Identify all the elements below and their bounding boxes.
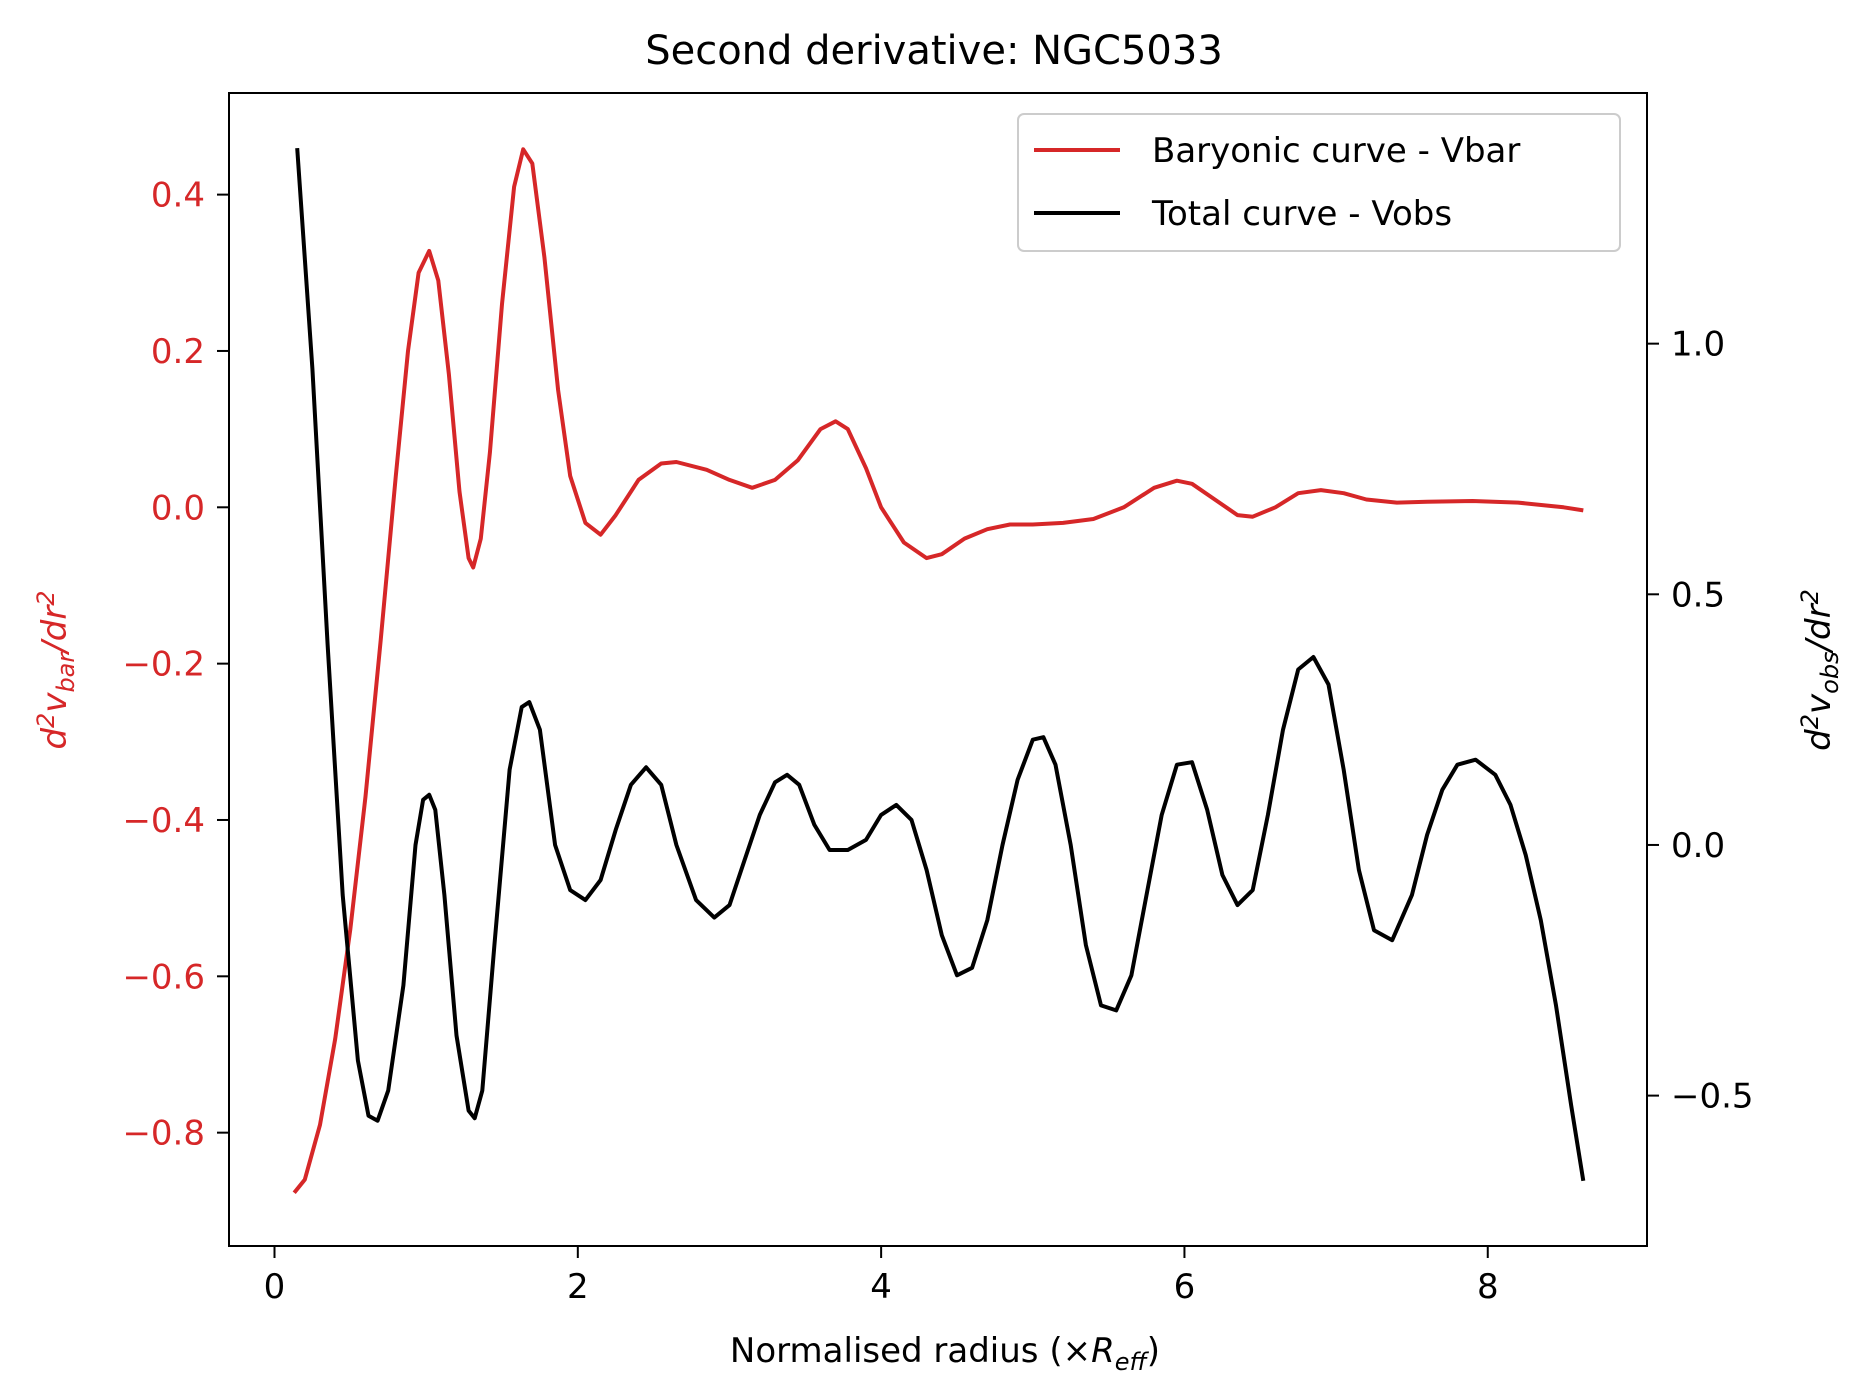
series-layer <box>292 147 1586 1195</box>
y-left-axis-label: d2vbar/dr2 <box>32 590 80 749</box>
y-left-tick-label: 0.0 <box>151 488 205 528</box>
y-right-tick-label: −0.5 <box>1671 1077 1754 1117</box>
y-right-axis-ticks: 1.0 0.5 0.0 −0.5 <box>1647 325 1754 1117</box>
legend-label-vobs: Total curve - Vobs <box>1151 194 1452 234</box>
y-left-tick-label: −0.6 <box>122 957 205 997</box>
x-tick-label: 6 <box>1174 1267 1196 1307</box>
legend-label-vbar: Baryonic curve - Vbar <box>1152 131 1520 171</box>
y-right-tick-label: 0.0 <box>1671 826 1725 866</box>
plot-area <box>228 92 1648 1247</box>
x-tick-label: 2 <box>567 1267 589 1307</box>
legend-box <box>1017 113 1621 252</box>
series-line-vobs <box>295 147 1586 1182</box>
y-left-tick-label: 0.2 <box>151 332 205 372</box>
y-right-axis-label: d2vobs/dr2 <box>1796 589 1844 751</box>
legend: Baryonic curve - Vbar Total curve - Vobs <box>1017 113 1621 252</box>
y-left-axis-ticks: 0.4 0.2 0.0 −0.2 −0.4 −0.6 −0.8 <box>122 176 229 1154</box>
x-tick-label: 0 <box>264 1267 286 1307</box>
x-tick-label: 8 <box>1477 1267 1499 1307</box>
x-axis-ticks: 0 2 4 6 8 <box>264 1246 1499 1307</box>
y-right-tick-label: 1.0 <box>1671 325 1725 365</box>
y-left-tick-label: −0.8 <box>122 1114 205 1154</box>
y-left-tick-label: 0.4 <box>151 176 205 216</box>
x-tick-label: 4 <box>870 1267 892 1307</box>
x-axis-label: Normalised radius (×Reff) <box>730 1331 1160 1376</box>
y-right-tick-label: 0.5 <box>1671 575 1725 615</box>
chart-title: Second derivative: NGC5033 <box>645 28 1223 74</box>
y-left-tick-label: −0.4 <box>122 801 205 841</box>
series-line-vbar <box>292 147 1584 1195</box>
y-left-tick-label: −0.2 <box>122 645 205 685</box>
axes-frame <box>228 92 1648 1247</box>
